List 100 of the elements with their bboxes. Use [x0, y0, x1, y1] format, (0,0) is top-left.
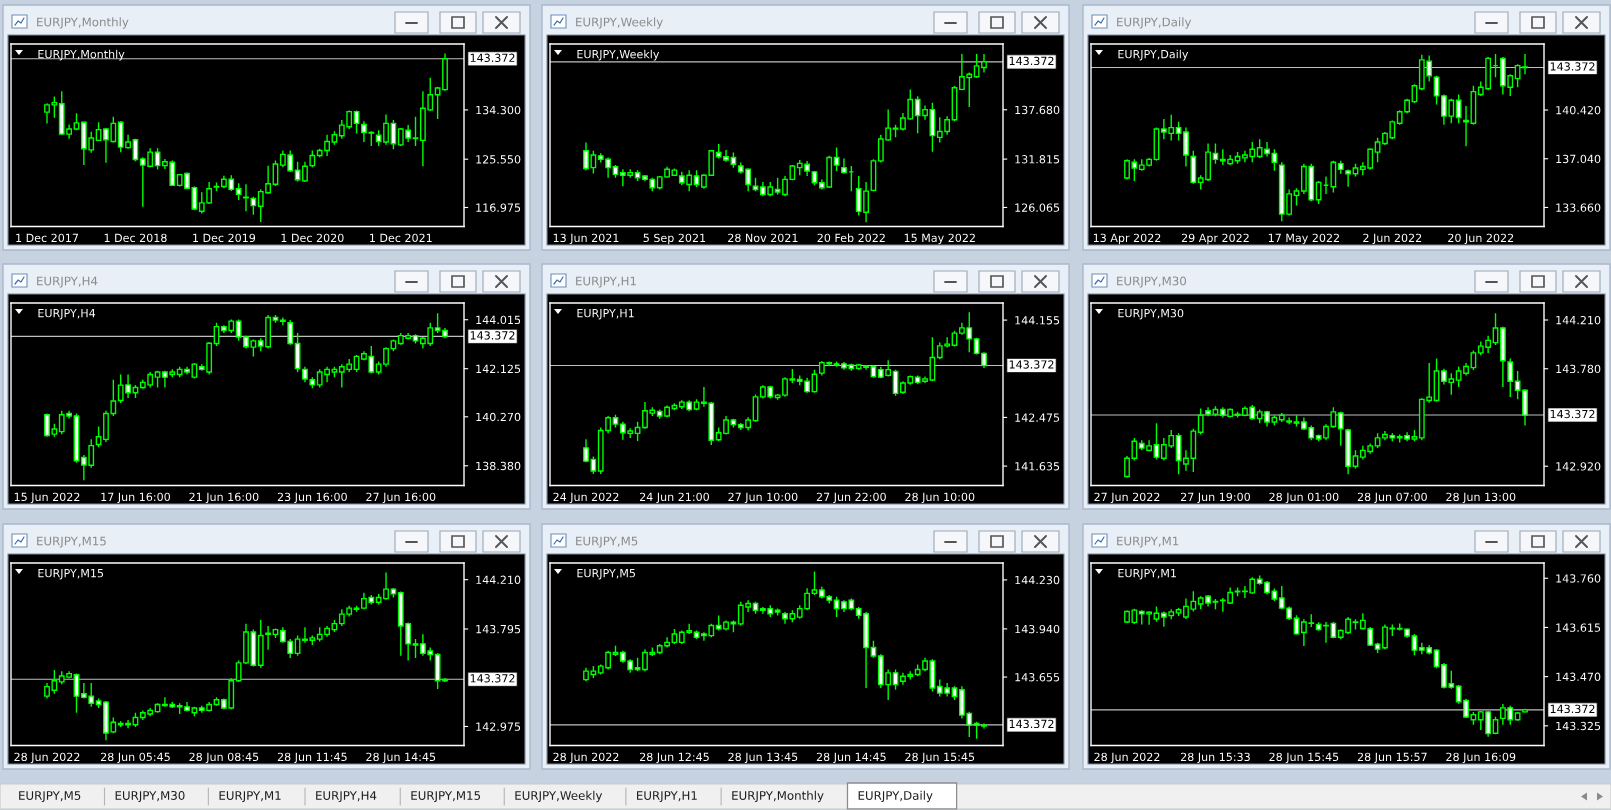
- y-tick-label: 142.975: [476, 722, 521, 731]
- x-tick-label: 13 Jun 2021: [553, 233, 619, 245]
- x-tick-label: 17 May 2022: [1268, 233, 1339, 245]
- x-tick-label: 27 Jun 19:00: [1180, 492, 1250, 504]
- candlestick: [412, 115, 419, 147]
- x-tick-label: 28 Jun 15:57: [1357, 752, 1427, 764]
- y-tick-label: 138.380: [476, 461, 521, 471]
- text: EURJPY,Weekly: [515, 790, 603, 803]
- x-tick-label: 13 Apr 2022: [1093, 233, 1161, 245]
- y-tick-label: 137.680: [1015, 105, 1060, 115]
- text: EURJPY,Daily: [858, 790, 933, 803]
- y-tick-label: 125.550: [476, 155, 521, 164]
- chart-title: EURJPY,M30: [1117, 276, 1187, 288]
- y-tick-label: 140.420: [1556, 106, 1601, 115]
- y-tick-label: 143.760: [1556, 574, 1601, 583]
- y-tick-label: 144.210: [476, 575, 521, 585]
- y-tick-label: 142.475: [1015, 413, 1060, 422]
- ref-line-label: 143.372: [1009, 360, 1054, 369]
- candlestick: [1345, 168, 1352, 188]
- text: EURJPY,H1: [577, 309, 634, 320]
- y-tick-label: 143.470: [1556, 672, 1601, 682]
- text: EURJPY,M1: [219, 791, 281, 803]
- x-tick-label: 2 Jun 2022: [1363, 233, 1422, 245]
- x-tick-label: 28 Jun 15:33: [1180, 752, 1250, 764]
- x-tick-label: 28 Jun 01:00: [1269, 492, 1339, 504]
- text: EURJPY,H1: [637, 791, 697, 803]
- candlestick: [265, 625, 272, 651]
- x-tick-label: 28 Jun 15:45: [1269, 752, 1339, 764]
- x-tick-label: 28 Jun 2022: [14, 752, 80, 764]
- candlestick: [1433, 75, 1440, 106]
- ref-line-label: 143.372: [1009, 56, 1054, 66]
- candlestick: [250, 195, 257, 216]
- candlestick: [1374, 137, 1381, 163]
- x-tick-label: 20 Feb 2022: [817, 233, 885, 243]
- x-tick-label: 15 May 2022: [904, 233, 975, 245]
- x-tick-label: 1 Dec 2021: [370, 233, 432, 243]
- y-tick-label: 142.920: [1556, 462, 1601, 471]
- y-tick-label: 143.780: [1556, 364, 1601, 374]
- x-tick-label: 28 Jun 10:00: [905, 492, 975, 504]
- y-tick-label: 143.940: [1015, 624, 1060, 634]
- x-tick-label: 20 Jun 2022: [1448, 233, 1514, 245]
- y-tick-label: 116.975: [476, 203, 521, 212]
- y-tick-label: 143.615: [1556, 623, 1601, 632]
- chart-title: EURJPY,Daily: [1117, 17, 1192, 29]
- x-tick-label: 28 Jun 14:45: [816, 752, 886, 764]
- x-tick-label: 1 Dec 2017: [16, 233, 79, 243]
- text: EURJPY,Monthly: [732, 790, 824, 803]
- chart-title: EURJPY,H4: [37, 276, 98, 288]
- text: EURJPY,M15: [38, 569, 104, 580]
- x-tick-label: 28 Jun 11:45: [277, 752, 347, 764]
- y-tick-label: 143.795: [476, 624, 521, 634]
- x-tick-label: 1 Dec 2020: [281, 233, 344, 243]
- x-tick-label: 27 Jun 16:00: [366, 492, 436, 504]
- x-tick-label: 28 Jun 05:45: [100, 752, 170, 764]
- ref-line-label: 143.372: [470, 674, 515, 683]
- candlestick: [294, 634, 301, 657]
- x-tick-label: 24 Jun 2022: [553, 492, 619, 504]
- x-tick-label: 23 Jun 16:00: [277, 492, 347, 504]
- candlestick: [1315, 180, 1322, 205]
- y-tick-label: 137.040: [1556, 154, 1601, 164]
- candlestick: [1411, 633, 1418, 656]
- y-tick-label: 142.125: [476, 364, 521, 374]
- x-tick-label: 28 Jun 12:45: [639, 752, 709, 764]
- y-tick-label: 141.635: [1015, 462, 1060, 471]
- candlestick: [811, 570, 818, 596]
- x-tick-label: 28 Jun 13:45: [728, 752, 798, 764]
- x-tick-label: 28 Jun 2022: [553, 752, 619, 764]
- y-tick-label: 140.270: [476, 412, 521, 422]
- x-tick-label: 27 Jun 10:00: [728, 492, 798, 504]
- candlestick: [1455, 93, 1462, 124]
- candlestick: [1183, 126, 1189, 168]
- y-tick-label: 143.655: [1015, 673, 1060, 682]
- y-tick-label: 143.325: [1556, 721, 1601, 731]
- x-tick-label: 24 Jun 21:00: [639, 492, 709, 504]
- candlestick: [1197, 407, 1204, 436]
- x-tick-label: 28 Nov 2021: [728, 233, 798, 243]
- chart-title: EURJPY,H1: [576, 276, 636, 288]
- candlestick: [833, 596, 840, 618]
- text: EURJPY,M1: [1118, 569, 1176, 580]
- chart-title: EURJPY,Weekly: [576, 17, 663, 29]
- text: EURJPY,H4: [38, 309, 96, 320]
- y-tick-label: 126.065: [1015, 203, 1060, 212]
- y-tick-label: 144.015: [476, 315, 521, 325]
- ref-line-label: 143.372: [1550, 409, 1595, 419]
- y-tick-label: 144.230: [1015, 575, 1060, 585]
- chart-title: EURJPY,M1: [1117, 536, 1179, 548]
- x-tick-label: 28 Jun 15:45: [905, 752, 975, 764]
- x-tick-label: 28 Jun 08:45: [189, 752, 259, 764]
- text: EURJPY,M15: [411, 791, 481, 803]
- ref-line-label: 143.372: [1550, 704, 1595, 714]
- text: EURJPY,H4: [316, 791, 377, 803]
- ref-line-label: 143.372: [470, 331, 515, 340]
- chart-title: EURJPY,M5: [576, 536, 638, 548]
- ref-line-label: 143.372: [1550, 62, 1595, 71]
- y-tick-label: 134.300: [476, 105, 521, 115]
- x-tick-label: 27 Jun 2022: [1094, 492, 1160, 504]
- y-tick-label: 131.815: [1015, 155, 1060, 164]
- x-tick-label: 28 Jun 16:09: [1446, 752, 1516, 764]
- x-tick-label: 5 Sep 2021: [643, 233, 706, 245]
- x-tick-label: 17 Jun 16:00: [101, 492, 170, 504]
